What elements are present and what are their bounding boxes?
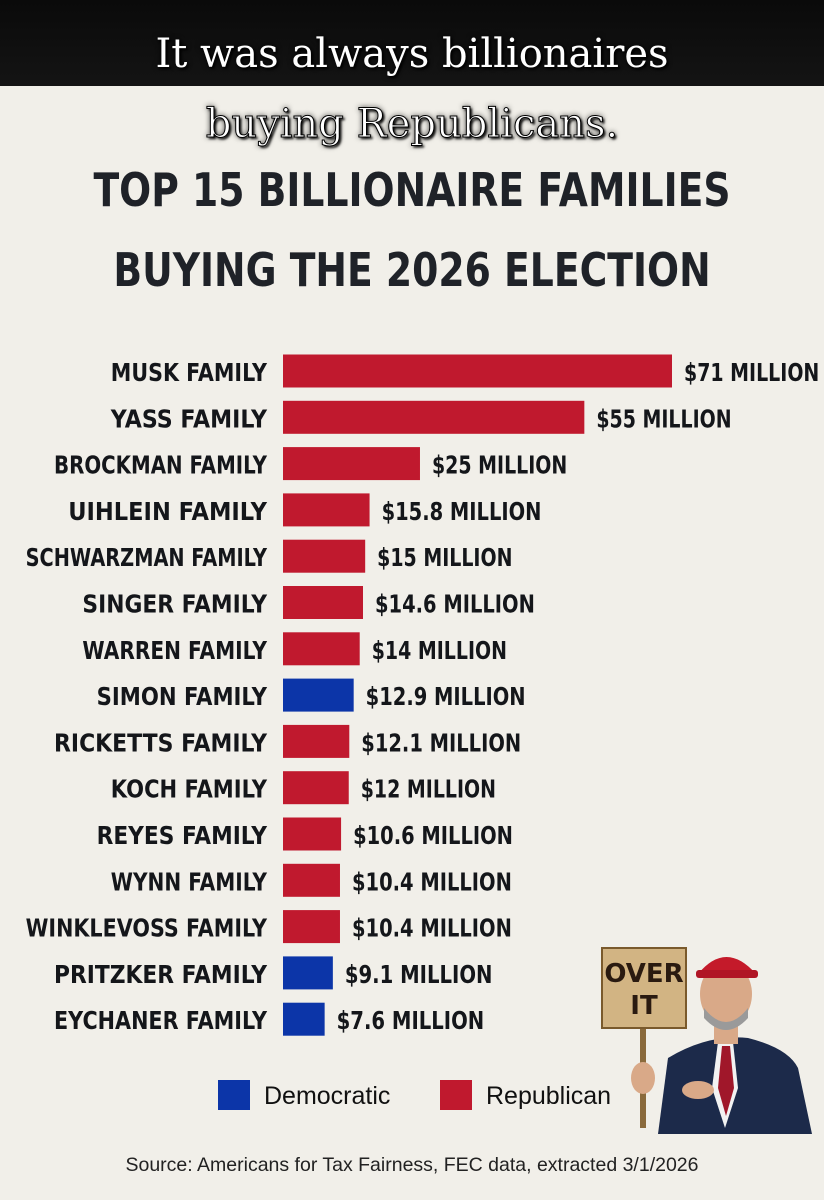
value-label: $15.8 MILLION	[382, 497, 542, 526]
legend-swatch-democratic	[218, 1080, 250, 1110]
bar-chart: MUSK FAMILY $71 MILLION YASS FAMILY $55 MIL…	[26, 354, 819, 1036]
headline-line1: TOP 15 BILLIONAIRE FAMILIES	[93, 163, 731, 217]
bar	[283, 771, 349, 805]
headline-line2: BUYING THE 2026 ELECTION	[113, 243, 711, 297]
category-label: WYNN FAMILY	[111, 867, 268, 896]
bar	[283, 724, 350, 758]
bar	[283, 1002, 325, 1036]
value-label: $12.1 MILLION	[361, 728, 521, 757]
category-label: UIHLEIN FAMILY	[68, 497, 268, 526]
category-label: SCHWARZMAN FAMILY	[26, 543, 268, 572]
value-label: $12.9 MILLION	[366, 682, 526, 711]
bar	[283, 493, 370, 527]
value-label: $9.1 MILLION	[345, 960, 493, 989]
value-label: $10.6 MILLION	[353, 821, 513, 850]
sign-text-line1: OVER	[604, 959, 683, 989]
overlay-caption-line2: buying Republicans.	[205, 101, 619, 147]
value-label: $7.6 MILLION	[337, 1006, 485, 1035]
value-label: $71 MILLION	[684, 358, 819, 387]
bar	[283, 817, 342, 851]
category-label: WINKLEVOSS FAMILY	[26, 914, 268, 943]
value-label: $10.4 MILLION	[352, 914, 512, 943]
source-note: Source: Americans for Tax Fairness, FEC …	[125, 1154, 699, 1176]
category-label: RICKETTS FAMILY	[54, 728, 268, 757]
value-label: $12 MILLION	[361, 775, 496, 804]
value-label: $25 MILLION	[432, 451, 567, 480]
category-label: REYES FAMILY	[97, 821, 268, 850]
bar	[283, 956, 333, 990]
bar	[283, 632, 360, 666]
red-tie	[718, 1046, 734, 1116]
category-label: KOCH FAMILY	[111, 775, 268, 804]
bar	[283, 863, 340, 897]
category-label: YASS FAMILY	[110, 404, 268, 433]
overlay-caption-line1: It was always billionaires	[155, 31, 669, 77]
bar	[283, 447, 420, 481]
bar	[283, 354, 672, 388]
category-label: WARREN FAMILY	[82, 636, 267, 665]
category-label: PRITZKER FAMILY	[54, 960, 268, 989]
bar	[283, 586, 363, 619]
value-label: $15 MILLION	[377, 543, 512, 572]
legend-swatch-republican	[440, 1080, 472, 1110]
value-label: $10.4 MILLION	[352, 867, 512, 896]
bar	[283, 539, 366, 573]
red-cap	[698, 957, 756, 974]
category-label: BROCKMAN FAMILY	[54, 451, 268, 480]
top-dark-band	[0, 0, 824, 86]
category-label: SIMON FAMILY	[97, 682, 268, 711]
sign-text-line2: IT	[630, 991, 658, 1021]
value-label: $14 MILLION	[372, 636, 507, 665]
value-label: $55 MILLION	[596, 404, 731, 433]
man-holding-sign-image: OVER IT	[601, 947, 812, 1134]
value-label: $14.6 MILLION	[375, 590, 535, 619]
legend-label-republican: Republican	[486, 1082, 612, 1110]
bar	[283, 678, 354, 712]
legend-label-democratic: Democratic	[264, 1082, 391, 1110]
bar	[283, 400, 585, 434]
category-label: MUSK FAMILY	[111, 358, 268, 387]
category-label: EYCHANER FAMILY	[54, 1006, 268, 1035]
bar	[283, 910, 340, 944]
sign-board	[601, 947, 687, 1029]
category-label: SINGER FAMILY	[82, 590, 267, 619]
